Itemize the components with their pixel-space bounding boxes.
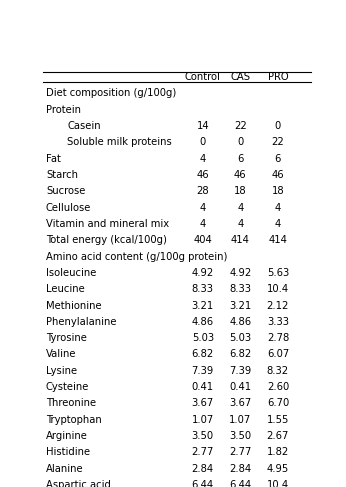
Text: 1.07: 1.07 — [192, 415, 214, 425]
Text: Valine: Valine — [46, 350, 76, 359]
Text: 4: 4 — [237, 219, 244, 229]
Text: 5.63: 5.63 — [267, 268, 289, 278]
Text: Arginine: Arginine — [46, 431, 88, 441]
Text: Total energy (kcal/100g): Total energy (kcal/100g) — [46, 235, 167, 245]
Text: 414: 414 — [268, 235, 287, 245]
Text: 4: 4 — [275, 203, 281, 213]
Text: Control: Control — [185, 73, 221, 82]
Text: 4.86: 4.86 — [229, 317, 252, 327]
Text: Sucrose: Sucrose — [46, 187, 85, 196]
Text: Aspartic acid: Aspartic acid — [46, 480, 111, 487]
Text: 22: 22 — [234, 121, 247, 131]
Text: 4.95: 4.95 — [267, 464, 289, 474]
Text: 6.07: 6.07 — [267, 350, 289, 359]
Text: 4: 4 — [275, 219, 281, 229]
Text: Histidine: Histidine — [46, 448, 90, 457]
Text: 46: 46 — [272, 170, 284, 180]
Text: 46: 46 — [197, 170, 209, 180]
Text: Tyrosine: Tyrosine — [46, 333, 87, 343]
Text: 0: 0 — [275, 121, 281, 131]
Text: 0.41: 0.41 — [229, 382, 252, 392]
Text: 4.92: 4.92 — [192, 268, 214, 278]
Text: 8.33: 8.33 — [192, 284, 214, 294]
Text: Vitamin and mineral mix: Vitamin and mineral mix — [46, 219, 169, 229]
Text: 5.03: 5.03 — [192, 333, 214, 343]
Text: 18: 18 — [234, 187, 247, 196]
Text: PRO: PRO — [267, 73, 288, 82]
Text: 2.78: 2.78 — [267, 333, 289, 343]
Text: 1.07: 1.07 — [229, 415, 252, 425]
Text: 4: 4 — [200, 154, 206, 164]
Text: Isoleucine: Isoleucine — [46, 268, 96, 278]
Text: Cysteine: Cysteine — [46, 382, 89, 392]
Text: Phenylalanine: Phenylalanine — [46, 317, 117, 327]
Text: 6.44: 6.44 — [192, 480, 214, 487]
Text: 3.67: 3.67 — [229, 398, 252, 409]
Text: 6.82: 6.82 — [229, 350, 252, 359]
Text: 2.84: 2.84 — [192, 464, 214, 474]
Text: Protein: Protein — [46, 105, 81, 115]
Text: 8.32: 8.32 — [267, 366, 289, 376]
Text: 6: 6 — [275, 154, 281, 164]
Text: 10.4: 10.4 — [267, 284, 289, 294]
Text: 4: 4 — [200, 219, 206, 229]
Text: Alanine: Alanine — [46, 464, 83, 474]
Text: Soluble milk proteins: Soluble milk proteins — [67, 137, 172, 148]
Text: 414: 414 — [231, 235, 250, 245]
Text: 2.77: 2.77 — [192, 448, 214, 457]
Text: 4: 4 — [237, 203, 244, 213]
Text: 8.33: 8.33 — [229, 284, 251, 294]
Text: 1.82: 1.82 — [267, 448, 289, 457]
Text: 3.67: 3.67 — [192, 398, 214, 409]
Text: 46: 46 — [234, 170, 247, 180]
Text: Casein: Casein — [67, 121, 101, 131]
Text: 18: 18 — [272, 187, 284, 196]
Text: Threonine: Threonine — [46, 398, 96, 409]
Text: Cellulose: Cellulose — [46, 203, 91, 213]
Text: 7.39: 7.39 — [229, 366, 252, 376]
Text: Leucine: Leucine — [46, 284, 85, 294]
Text: 2.84: 2.84 — [229, 464, 252, 474]
Text: Methionine: Methionine — [46, 300, 102, 311]
Text: 3.21: 3.21 — [229, 300, 252, 311]
Text: 4.92: 4.92 — [229, 268, 252, 278]
Text: Amino acid content (g/100g protein): Amino acid content (g/100g protein) — [46, 252, 227, 262]
Text: 6.82: 6.82 — [192, 350, 214, 359]
Text: CAS: CAS — [230, 73, 251, 82]
Text: 0: 0 — [200, 137, 206, 148]
Text: 3.21: 3.21 — [192, 300, 214, 311]
Text: 0: 0 — [237, 137, 244, 148]
Text: 0.41: 0.41 — [192, 382, 214, 392]
Text: 22: 22 — [272, 137, 284, 148]
Text: 6: 6 — [237, 154, 244, 164]
Text: 4: 4 — [200, 203, 206, 213]
Text: 404: 404 — [193, 235, 212, 245]
Text: 28: 28 — [197, 187, 209, 196]
Text: Diet composition (g/100g): Diet composition (g/100g) — [46, 89, 176, 98]
Text: 3.33: 3.33 — [267, 317, 289, 327]
Text: Tryptophan: Tryptophan — [46, 415, 102, 425]
Text: 1.55: 1.55 — [267, 415, 289, 425]
Text: Starch: Starch — [46, 170, 78, 180]
Text: 5.03: 5.03 — [229, 333, 252, 343]
Text: 3.50: 3.50 — [229, 431, 252, 441]
Text: 7.39: 7.39 — [192, 366, 214, 376]
Text: 6.70: 6.70 — [267, 398, 289, 409]
Text: 4.86: 4.86 — [192, 317, 214, 327]
Text: 10.4: 10.4 — [267, 480, 289, 487]
Text: Lysine: Lysine — [46, 366, 77, 376]
Text: 2.67: 2.67 — [267, 431, 289, 441]
Text: 14: 14 — [197, 121, 209, 131]
Text: 2.60: 2.60 — [267, 382, 289, 392]
Text: 2.12: 2.12 — [267, 300, 289, 311]
Text: 6.44: 6.44 — [229, 480, 252, 487]
Text: 2.77: 2.77 — [229, 448, 252, 457]
Text: Fat: Fat — [46, 154, 61, 164]
Text: 3.50: 3.50 — [192, 431, 214, 441]
